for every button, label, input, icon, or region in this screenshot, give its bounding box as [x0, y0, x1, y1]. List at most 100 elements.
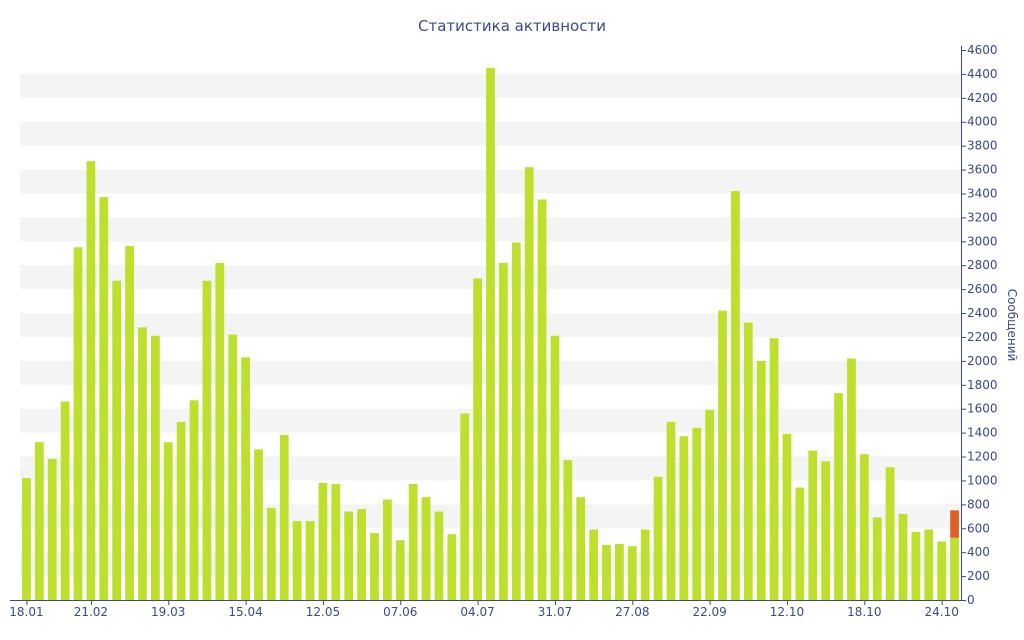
bar [511, 242, 521, 600]
y-axis-ticks: 0 200 400 600 800 1000 1200 1400 1600 1800 2000 220… [961, 43, 998, 607]
y-tick-label: 4400 [967, 67, 998, 81]
y-tick-label: 1600 [967, 402, 998, 416]
bar [769, 338, 779, 600]
bar [331, 484, 341, 600]
x-tick-label: 31.07 [538, 605, 572, 619]
y-tick-label: 3400 [967, 186, 998, 200]
bar [215, 262, 225, 600]
y-tick-label: 2600 [967, 282, 998, 296]
bar [22, 478, 31, 600]
bar [821, 461, 831, 600]
chart-title: Статистика активности [418, 17, 606, 35]
bar [125, 246, 134, 600]
bar [499, 262, 508, 600]
bar [292, 521, 302, 600]
bar [859, 454, 869, 600]
bar [885, 467, 895, 600]
x-tick-label: 24.10 [924, 605, 958, 619]
y-axis-title: Сообщений [1005, 289, 1019, 362]
bar [34, 442, 44, 600]
bar [602, 545, 611, 600]
bar [357, 509, 366, 600]
bar [537, 199, 547, 600]
y-tick-label: 1200 [967, 450, 998, 464]
x-tick-label: 27.08 [615, 605, 649, 619]
x-tick-label: 18.01 [9, 605, 43, 619]
bar [228, 334, 238, 600]
bar [731, 191, 740, 600]
x-tick-label: 21.02 [74, 605, 108, 619]
bar [86, 161, 96, 600]
bar [756, 360, 766, 600]
bar [898, 513, 908, 600]
bar [254, 449, 263, 600]
bars [22, 67, 959, 601]
y-tick-label: 2800 [967, 258, 998, 272]
bar [395, 540, 405, 600]
y-tick-label: 4200 [967, 91, 998, 105]
y-tick-label: 1800 [967, 378, 998, 392]
bar [653, 476, 663, 600]
bar [138, 327, 147, 600]
bar [808, 450, 818, 600]
bar [782, 433, 792, 600]
y-tick-label: 200 [967, 569, 990, 583]
bar [743, 322, 753, 600]
x-tick-label: 12.10 [770, 605, 804, 619]
bar [241, 357, 250, 600]
bar [266, 507, 276, 600]
y-tick-label: 600 [967, 521, 990, 535]
bar [705, 409, 715, 600]
y-tick-label: 4000 [967, 115, 998, 129]
bar [486, 67, 495, 600]
y-tick-label: 400 [967, 545, 990, 559]
bar [305, 521, 315, 600]
y-tick-label: 1400 [967, 426, 998, 440]
bar [382, 499, 392, 600]
x-tick-label: 12.05 [306, 605, 340, 619]
bar [524, 167, 534, 600]
bar [408, 484, 418, 600]
bar [202, 280, 212, 600]
bar [60, 401, 70, 600]
x-tick-label: 15.04 [228, 605, 262, 619]
bar [795, 487, 805, 600]
bar [318, 482, 328, 600]
bar [615, 543, 624, 600]
y-tick-label: 4600 [967, 43, 998, 57]
bar [924, 529, 934, 600]
bar [163, 442, 173, 600]
bar [576, 497, 586, 600]
bar [150, 335, 160, 600]
bar [370, 533, 379, 600]
bar [421, 497, 431, 600]
bar [937, 541, 947, 600]
bar [279, 435, 289, 600]
bar [112, 280, 122, 600]
bar [563, 460, 573, 600]
bar [473, 278, 482, 600]
bar-highlight-segment [950, 510, 959, 538]
bar [99, 197, 109, 600]
y-tick-label: 2000 [967, 354, 998, 368]
bar [627, 546, 637, 600]
x-tick-label: 18.10 [847, 605, 881, 619]
y-tick-label: 2400 [967, 306, 998, 320]
bar [460, 413, 470, 600]
x-tick-label: 04.07 [460, 605, 494, 619]
bar [834, 393, 843, 600]
bar [47, 458, 57, 600]
bar [447, 534, 457, 600]
bar [344, 511, 354, 600]
bar [679, 436, 689, 600]
y-tick-label: 3600 [967, 163, 998, 177]
bar [73, 247, 83, 601]
x-tick-label: 22.09 [692, 605, 726, 619]
y-tick-label: 3200 [967, 210, 998, 224]
bar [692, 427, 702, 600]
bar [176, 421, 186, 600]
bar [847, 358, 856, 600]
y-tick-label: 3000 [967, 234, 998, 248]
bar [666, 421, 676, 600]
bar [640, 529, 650, 600]
